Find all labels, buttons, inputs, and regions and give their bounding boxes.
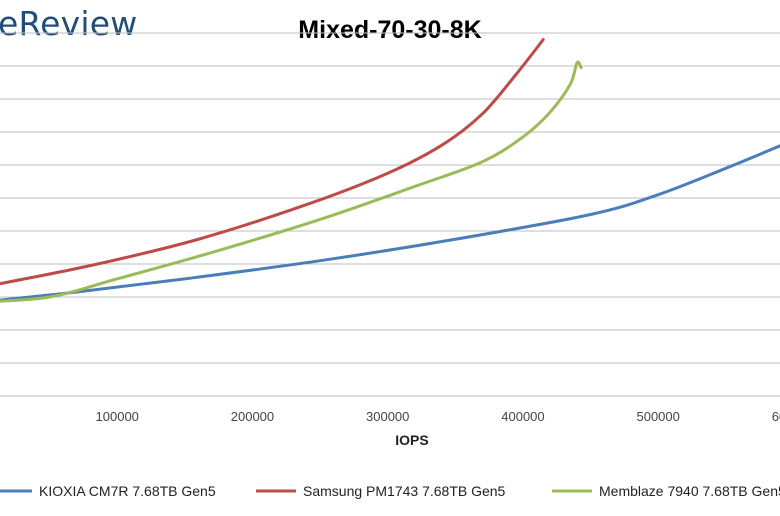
series-line-3 [0, 60, 583, 303]
legend-label: Memblaze 7940 7.68TB Gen5 [599, 483, 780, 499]
series-line-2 [0, 38, 545, 286]
x-tick-label: 500000 [636, 409, 679, 424]
series-line-1 [0, 144, 780, 302]
x-tick-label: 600000 [772, 409, 780, 424]
legend-label: Samsung PM1743 7.68TB Gen5 [303, 483, 506, 499]
x-tick-label: 400000 [501, 409, 544, 424]
x-tick-label: 100000 [96, 409, 139, 424]
x-tick-label: 200000 [231, 409, 274, 424]
x-tick-label: 300000 [366, 409, 409, 424]
x-axis-title: IOPS [395, 432, 428, 448]
brand-logo-text: eReview [0, 4, 138, 43]
legend-label: KIOXIA CM7R 7.68TB Gen5 [39, 483, 216, 499]
chart-title: Mixed-70-30-8K [298, 16, 482, 44]
